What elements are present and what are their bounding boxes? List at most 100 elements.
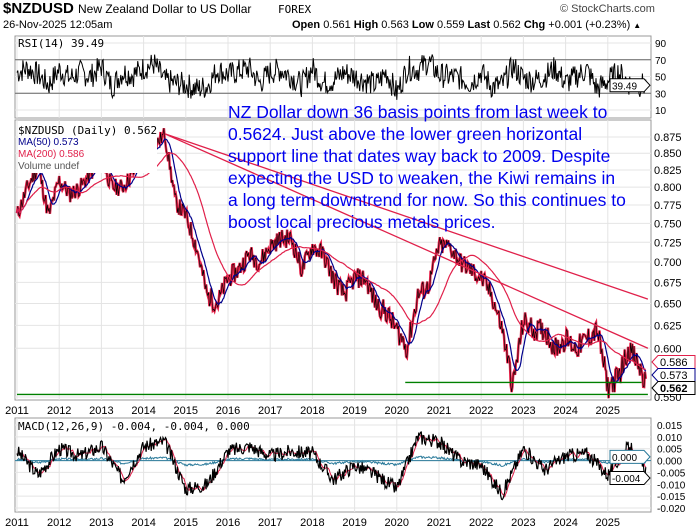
ma50-tag: 0.573: [660, 370, 688, 382]
resistance-line: [164, 133, 649, 349]
price-tick-label: 0.850: [654, 148, 682, 160]
price-tick-label: 0.650: [654, 298, 682, 310]
x-tick-label: 2023: [511, 405, 535, 417]
legend-volume: Volume undef: [18, 161, 80, 172]
ohlc-summary: Open 0.561 High 0.563 Low 0.559 Last 0.5…: [292, 19, 641, 32]
last-label: Last: [467, 19, 491, 31]
x-tick-label: 2011: [5, 405, 29, 417]
rsi-last-tag-box: [609, 78, 651, 93]
price-line: [16, 128, 647, 399]
low-value: 0.559: [436, 19, 465, 31]
resistance-line: [164, 133, 649, 300]
x-tick-label-bottom: 2025: [596, 517, 620, 529]
chg-label: Chg: [523, 19, 546, 31]
x-tick-label: 2018: [300, 405, 324, 417]
macd-last-tag-box: [609, 471, 651, 486]
macd-legend: MACD(12,26,9) -0.004, -0.004, 0.000: [18, 420, 250, 433]
x-tick-label: 2016: [216, 405, 240, 417]
ma50-tag-box: [651, 368, 696, 382]
macd-tick-label: -0.005: [657, 468, 686, 479]
x-tick-label-bottom: 2017: [258, 517, 282, 529]
legend-price: $NZDUSD (Daily) 0.562: [18, 124, 158, 137]
rsi-tick-label: 70: [655, 56, 667, 67]
price-tick-label: 0.800: [654, 182, 682, 194]
instrument-name: New Zealand Dollar to US Dollar: [78, 2, 252, 16]
up-arrow-icon: ▲: [633, 21, 642, 30]
high-label: High: [353, 19, 379, 31]
high-value: 0.563: [381, 19, 409, 31]
rsi-line: [16, 54, 647, 100]
rsi-legend: RSI(14) 39.49: [18, 37, 105, 50]
ma200-tag-box: [651, 355, 696, 369]
x-tick-label-bottom: 2019: [342, 517, 366, 529]
x-tick-label-bottom: 2012: [47, 517, 71, 529]
macd-hist-tag: 0.000: [612, 453, 637, 464]
price-tick-label: 0.675: [654, 277, 682, 289]
x-tick-label-bottom: 2020: [385, 517, 409, 529]
ma200-tag: 0.586: [660, 357, 688, 369]
ma200-line: [16, 152, 646, 370]
macd-tick-label: 0.015: [657, 421, 682, 432]
x-tick-label: 2012: [47, 405, 71, 417]
x-tick-label-bottom: 2021: [427, 517, 451, 529]
x-tick-label-bottom: 2016: [216, 517, 240, 529]
open-label: Open: [292, 19, 321, 31]
rsi-last-tag: 39.49: [612, 81, 637, 92]
annotation-text: NZ Dollar down 36 basis points from last…: [228, 102, 626, 232]
macd-last-tag: -0.004: [612, 474, 641, 485]
last-value: 0.562: [493, 19, 521, 31]
x-tick-label: 2017: [258, 405, 282, 417]
symbol: $NZDUSD: [3, 0, 74, 17]
x-tick-label-bottom: 2014: [131, 517, 155, 529]
x-tick-label: 2013: [89, 405, 113, 417]
x-tick-label: 2019: [342, 405, 366, 417]
open-value: 0.561: [323, 19, 351, 31]
legend-ma200: MA(200) 0.586: [18, 149, 85, 160]
price-legend: $NZDUSD (Daily) 0.562 MA(50) 0.573 MA(20…: [18, 124, 158, 173]
price-tick-label: 0.750: [654, 218, 682, 230]
rsi-tick-label: 30: [655, 89, 667, 100]
rsi-tick-label: 50: [655, 73, 667, 84]
price-tick-label: 0.600: [654, 343, 682, 355]
price-last-tag: 0.562: [660, 383, 688, 395]
macd-tick-label: -0.015: [657, 492, 686, 503]
rsi-tick-label: 10: [655, 106, 667, 117]
x-tick-label-bottom: 2018: [300, 517, 324, 529]
exchange: FOREX: [278, 3, 312, 16]
x-tick-label: 2021: [427, 405, 451, 417]
legend-ma50: MA(50) 0.573: [18, 137, 79, 148]
price-tick-label: 0.775: [654, 200, 682, 212]
price-tick-label: 0.725: [654, 237, 682, 249]
date: 26-Nov-2025 12:05am: [3, 19, 113, 31]
x-tick-label: 2025: [596, 405, 620, 417]
ma50-line: [16, 138, 647, 384]
x-tick-label: 2014: [131, 405, 155, 417]
price-last-tag-box: [651, 381, 696, 395]
copyright: © StockCharts.com: [560, 3, 655, 15]
x-tick-label-bottom: 2015: [174, 517, 198, 529]
x-tick-label-bottom: 2011: [5, 517, 29, 529]
low-label: Low: [411, 19, 434, 31]
price-tick-label: 0.825: [654, 165, 682, 177]
macd-tick-label: -0.020: [657, 504, 686, 515]
price-tick-label: 0.625: [654, 320, 682, 332]
x-tick-label: 2022: [469, 405, 493, 417]
price-tick-label: 0.700: [654, 257, 682, 269]
macd-hist-tag-box: [609, 449, 651, 464]
x-tick-label: 2024: [553, 405, 577, 417]
x-tick-label: 2020: [385, 405, 409, 417]
x-tick-label: 2015: [174, 405, 198, 417]
x-tick-label-bottom: 2013: [89, 517, 113, 529]
macd-tick-label: 0.005: [657, 445, 682, 456]
price-tick-label: 0.875: [654, 132, 682, 144]
chg-value: +0.001 (+0.23%): [548, 19, 631, 31]
x-tick-label-bottom: 2022: [469, 517, 493, 529]
macd-line: [16, 431, 647, 501]
macd-tick-label: 0.010: [657, 433, 682, 444]
macd-tick-label: -0.010: [657, 480, 686, 491]
x-tick-label-bottom: 2024: [553, 517, 577, 529]
rsi-tick-label: 90: [655, 39, 667, 50]
x-tick-label-bottom: 2023: [511, 517, 535, 529]
